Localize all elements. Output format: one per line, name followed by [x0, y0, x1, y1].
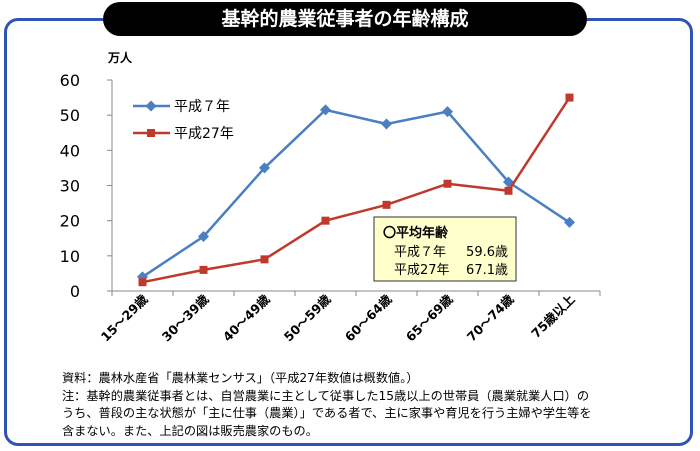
data-point [198, 230, 209, 242]
y-tick-label: 50 [60, 106, 80, 125]
data-point [199, 265, 208, 274]
data-point [320, 104, 331, 116]
data-point [381, 118, 392, 130]
data-point [564, 216, 575, 228]
x-tick-label: 30～39歳 [159, 291, 212, 344]
annotation-heading: 〇平均年齢 [383, 225, 449, 241]
x-tick-label: 60～64歳 [342, 291, 395, 344]
data-point [321, 216, 330, 225]
series-layer [137, 93, 575, 287]
x-tick-label: 40～49歳 [220, 291, 273, 344]
data-point [260, 255, 269, 264]
x-tick-label: 65～69歳 [403, 291, 456, 344]
x-tick-label: 75歳以上 [528, 291, 578, 341]
annotation-row-label: 平成７年 [394, 245, 446, 260]
annotation-row-value: 59.6歳 [466, 245, 508, 260]
x-tick-label: 15～29歳 [98, 291, 151, 344]
legend-item: 平成27年 [133, 126, 234, 142]
series-2 [138, 93, 574, 287]
y-tick-label: 40 [60, 141, 80, 160]
note-line: うち、普段の主な状態が「主に仕事（農業）」である者で、主に家事や育児を行う主婦や… [62, 406, 592, 420]
annotation-box [373, 216, 517, 282]
annotation-row-label: 平成27年 [394, 263, 450, 278]
data-point [565, 93, 574, 102]
x-tick-label: 50～59歳 [281, 291, 334, 344]
legend-label: 平成７年 [174, 99, 230, 115]
note-line: 含まない。また、上記の図は販売農家のもの。 [62, 423, 318, 438]
data-point [138, 278, 147, 287]
data-point [443, 179, 452, 188]
note-line: 資料：農林水産省「農林業センサス」（平成27年数値は概数値。） [62, 371, 419, 385]
note-line: 注：基幹的農業従事者とは、自営農業に主として従事した15歳以上の世帯員（農業就業… [62, 388, 590, 403]
y-tick-label: 20 [60, 212, 80, 231]
y-tick-label: 0 [70, 282, 80, 301]
series-1 [137, 104, 575, 283]
series-line [141, 108, 571, 278]
legend-marker [147, 129, 155, 137]
source-notes: 資料：農林水産省「農林業センサス」（平成27年数値は概数値。） 注：基幹的農業従… [62, 370, 682, 440]
figure-frame [4, 18, 693, 446]
series-line [142, 96, 571, 284]
y-tick-label: 30 [60, 177, 80, 196]
chart-title: 基幹的農業従事者の年齢構成 [103, 2, 587, 36]
legend-label: 平成27年 [174, 126, 234, 142]
data-point [382, 200, 391, 209]
data-point [442, 106, 453, 118]
y-tick-label: 60 [60, 71, 80, 90]
y-tick-label: 10 [60, 247, 80, 266]
x-tick-label: 70～74歳 [464, 291, 517, 344]
y-axis-unit-label: 万人 [107, 50, 133, 65]
data-point [504, 186, 513, 195]
data-point [259, 162, 270, 174]
annotation-row-value: 67.1歳 [466, 263, 508, 278]
legend-item: 平成７年 [133, 99, 230, 115]
legend-marker [145, 100, 157, 112]
